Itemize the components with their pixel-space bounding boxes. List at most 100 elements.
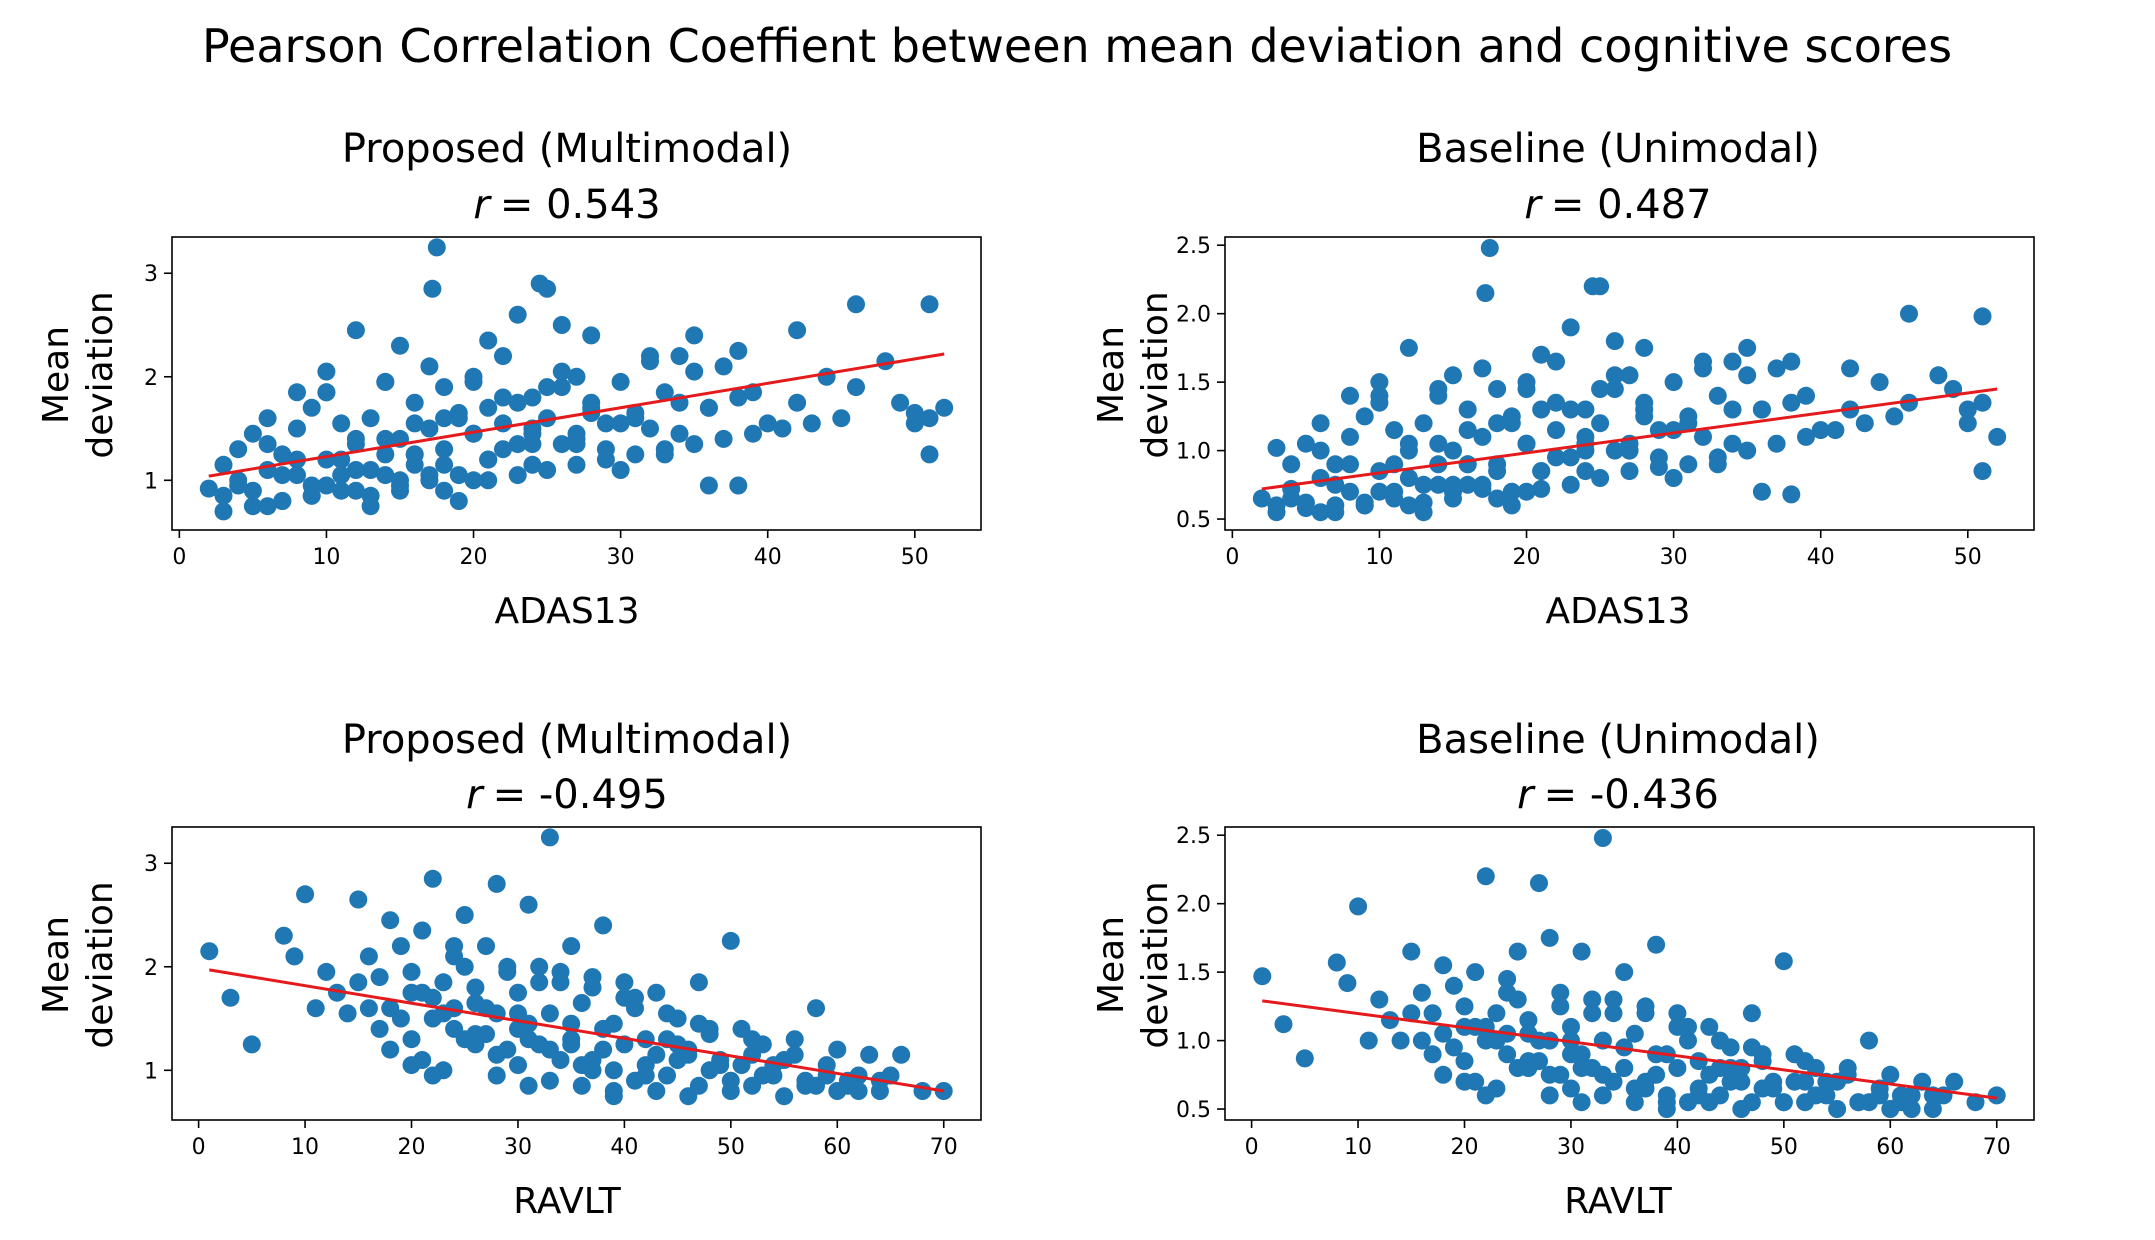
data-point (1519, 1011, 1538, 1030)
data-point (296, 885, 315, 904)
data-point (935, 398, 954, 417)
data-point (302, 398, 321, 417)
data-point (891, 393, 910, 412)
y-axis-label-line2: deviation (80, 291, 121, 458)
data-point (1635, 393, 1654, 412)
panel-title: Baseline (Unimodal) (1416, 126, 1820, 172)
data-point (1752, 400, 1771, 419)
data-point (1412, 983, 1431, 1002)
data-point (1604, 1004, 1623, 1023)
data-point (1635, 338, 1654, 357)
data-point (1966, 1093, 1985, 1112)
data-point (508, 466, 527, 485)
data-point (551, 962, 570, 981)
data-point (1547, 421, 1565, 440)
data-point (1796, 1052, 1815, 1071)
data-point (302, 486, 321, 505)
data-point (1402, 1004, 1421, 1023)
y-tick-label: 2.5 (1176, 234, 1211, 259)
data-point (349, 890, 368, 909)
panel-subtitle: r = 0.487 (1524, 182, 1711, 228)
data-point (464, 471, 483, 490)
data-point (494, 347, 512, 366)
data-points (1253, 829, 2006, 1118)
data-point (288, 466, 306, 485)
data-point (1767, 359, 1786, 378)
data-point (596, 414, 615, 433)
x-tick-label: 50 (1770, 1135, 1798, 1160)
y-axis-label-line2: deviation (1135, 291, 1176, 458)
data-point (1708, 455, 1727, 474)
y-tick-label: 0.5 (1176, 508, 1211, 533)
data-point (583, 978, 602, 997)
panel-title: Baseline (Unimodal) (1416, 717, 1820, 763)
data-point (1987, 1086, 2006, 1105)
data-point (455, 906, 474, 924)
data-point (288, 450, 306, 469)
data-point (1370, 482, 1389, 501)
data-point (258, 497, 277, 516)
data-point (626, 445, 645, 464)
regression-line (1262, 999, 1997, 1100)
data-point (1296, 499, 1315, 518)
x-tick-label: 50 (901, 545, 929, 570)
x-tick-label: 40 (1807, 545, 1835, 570)
x-tick-label: 10 (1365, 545, 1393, 570)
data-point (1326, 496, 1345, 515)
data-point (1455, 997, 1474, 1016)
data-point (615, 973, 634, 992)
data-point (1502, 407, 1521, 426)
data-point (1572, 1059, 1591, 1077)
data-point (744, 424, 762, 443)
y-axis-label-line2: deviation (80, 881, 121, 1048)
data-point (1806, 1086, 1825, 1105)
data-point (1412, 1031, 1431, 1050)
data-point (892, 1045, 911, 1064)
x-tick-label: 30 (504, 1135, 532, 1160)
data-point (494, 440, 512, 459)
data-point (285, 947, 304, 966)
x-tick-label: 50 (717, 1135, 745, 1160)
data-point (1498, 970, 1517, 988)
data-point (743, 1030, 762, 1049)
data-point (1593, 1086, 1612, 1105)
data-point (1253, 967, 1272, 986)
data-point (655, 445, 674, 464)
data-point (1620, 462, 1639, 481)
data-point (338, 1004, 357, 1023)
data-point (1708, 386, 1727, 405)
y-axis-label-line1: Mean (36, 326, 77, 424)
data-point (729, 388, 748, 407)
panel-subtitle: r = -0.436 (1517, 772, 1719, 818)
x-tick-label: 70 (1983, 1135, 2011, 1160)
data-point (1311, 441, 1330, 460)
data-point (1767, 434, 1786, 453)
data-point (1721, 1072, 1740, 1091)
data-point (1476, 284, 1495, 303)
data-point (1517, 380, 1536, 398)
data-point (1540, 928, 1559, 947)
data-point (685, 435, 704, 454)
data-point (1785, 1072, 1804, 1091)
data-point (1341, 455, 1359, 474)
x-tick-label: 10 (1344, 1135, 1372, 1160)
data-point (785, 1030, 804, 1049)
data-point (420, 357, 439, 376)
data-point (519, 1030, 538, 1049)
data-point (1458, 400, 1477, 419)
y-tick-label: 1 (144, 1059, 158, 1084)
data-point (1434, 1024, 1453, 1043)
data-point (1625, 1093, 1644, 1112)
plot-area-2: 0 10 20 30 40 50 0.5 1.0 1.5 2.0 2.5 (1176, 234, 2035, 570)
x-tick-label: 50 (1954, 545, 1982, 570)
data-point (685, 326, 704, 345)
data-point (1782, 393, 1801, 412)
data-point (647, 983, 666, 1002)
data-point (1517, 482, 1536, 501)
x-tick-label: 30 (1557, 1135, 1585, 1160)
data-point (328, 983, 346, 1002)
data-point (523, 435, 542, 454)
data-point (1370, 462, 1389, 481)
subtitle-variable: r (473, 182, 492, 228)
subtitle-value: = 0.487 (1551, 182, 1712, 228)
